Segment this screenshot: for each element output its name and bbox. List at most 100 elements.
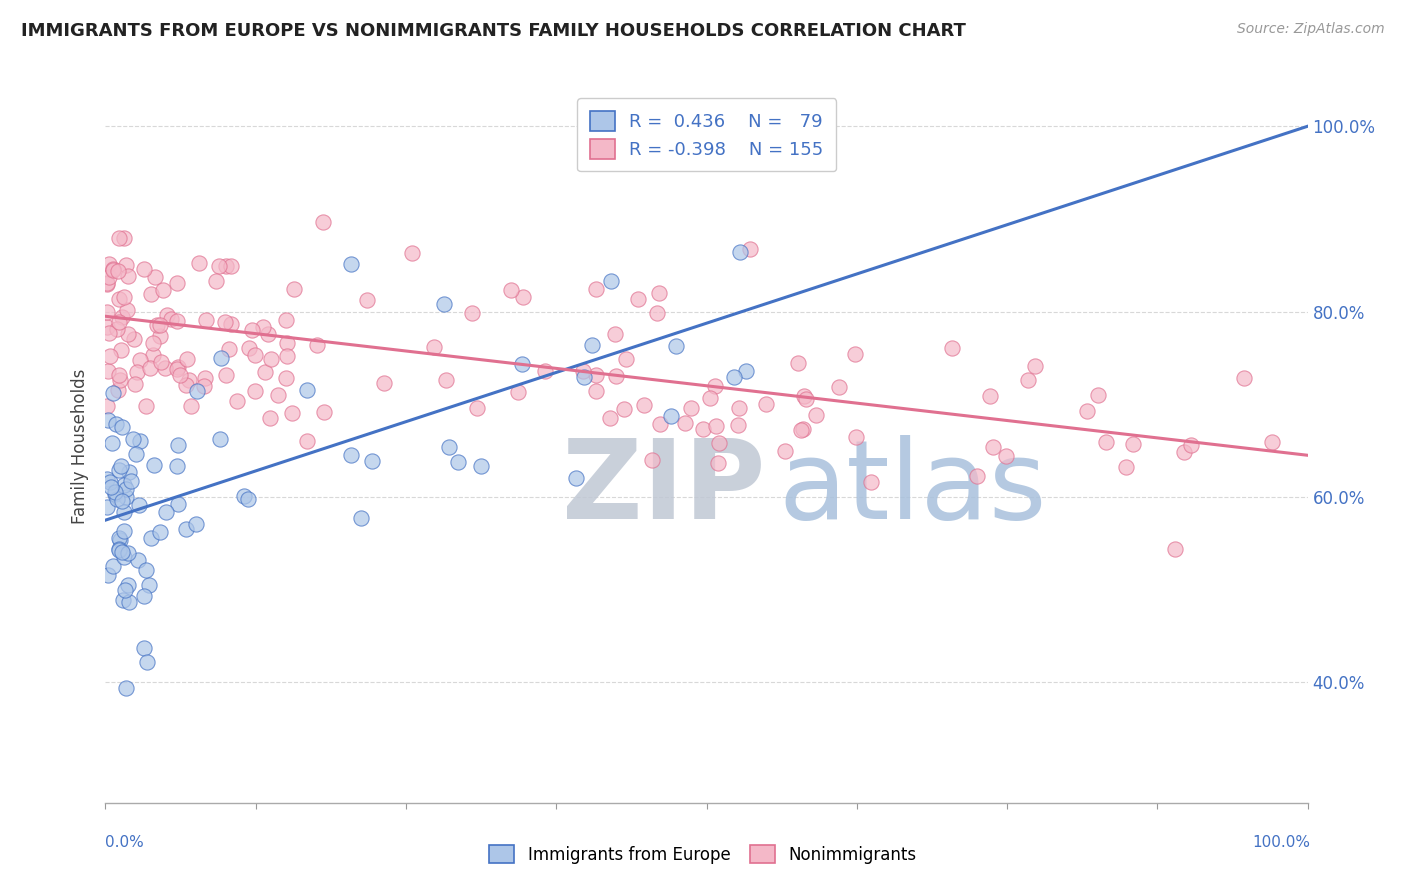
Point <box>673 416 696 430</box>
Point <box>124 332 146 346</box>
Point <box>177 373 200 387</box>
Point <box>605 326 627 341</box>
Point <box>111 419 134 434</box>
Point <box>115 258 138 272</box>
Point <box>626 292 648 306</box>
Point <box>361 454 384 468</box>
Point <box>1180 437 1202 451</box>
Point <box>792 422 814 436</box>
Point <box>728 401 751 415</box>
Text: 100.0%: 100.0% <box>1253 836 1310 850</box>
Point <box>103 386 125 401</box>
Point <box>184 516 207 531</box>
Point <box>104 417 127 431</box>
Point <box>111 493 134 508</box>
Point <box>110 544 132 558</box>
Point <box>281 406 304 420</box>
Point <box>433 296 456 310</box>
Point <box>205 274 228 288</box>
Point <box>434 373 457 387</box>
Point <box>793 389 815 403</box>
Point <box>214 315 236 329</box>
Point <box>600 274 623 288</box>
Point <box>259 410 281 425</box>
Point <box>349 511 371 525</box>
Point <box>105 491 128 506</box>
Point <box>97 326 120 341</box>
Point <box>96 304 118 318</box>
Point <box>115 303 138 318</box>
Point <box>260 351 283 366</box>
Point <box>108 543 131 558</box>
Point <box>253 365 276 379</box>
Point <box>641 452 664 467</box>
Point <box>112 290 135 304</box>
Point <box>1087 388 1109 402</box>
Point <box>659 409 682 423</box>
Point <box>605 368 627 383</box>
Point <box>97 413 120 427</box>
Point <box>941 342 963 356</box>
Point <box>101 262 124 277</box>
Point <box>994 449 1017 463</box>
Point <box>1076 403 1098 417</box>
Point <box>108 463 131 477</box>
Point <box>115 490 138 504</box>
Point <box>340 448 363 462</box>
Point <box>139 287 162 301</box>
Point <box>243 348 266 362</box>
Point <box>160 311 183 326</box>
Point <box>707 456 730 470</box>
Point <box>613 401 636 416</box>
Point <box>128 498 150 512</box>
Point <box>1095 434 1118 449</box>
Point <box>295 383 318 397</box>
Point <box>585 282 607 296</box>
Point <box>118 465 141 479</box>
Point <box>209 351 232 366</box>
Point <box>101 436 124 450</box>
Point <box>100 479 122 493</box>
Point <box>166 360 188 375</box>
Point <box>127 553 149 567</box>
Point <box>571 364 593 378</box>
Point <box>112 505 135 519</box>
Point <box>117 326 139 341</box>
Point <box>794 392 817 407</box>
Point <box>467 401 489 416</box>
Point <box>150 355 173 369</box>
Point <box>1122 436 1144 450</box>
Point <box>125 447 148 461</box>
Point <box>827 380 849 394</box>
Point <box>585 368 607 382</box>
Point <box>166 497 188 511</box>
Point <box>118 595 141 609</box>
Point <box>169 368 191 382</box>
Point <box>96 399 118 413</box>
Point <box>166 276 188 290</box>
Point <box>156 308 179 322</box>
Point <box>214 368 236 382</box>
Point <box>581 338 603 352</box>
Point <box>111 310 134 324</box>
Point <box>585 384 607 398</box>
Point <box>96 472 118 486</box>
Point <box>120 474 142 488</box>
Point <box>149 318 172 332</box>
Point <box>707 435 730 450</box>
Point <box>499 283 522 297</box>
Point <box>174 377 197 392</box>
Point <box>149 525 172 540</box>
Point <box>787 356 810 370</box>
Point <box>194 371 217 385</box>
Point <box>727 417 749 432</box>
Point <box>679 401 702 415</box>
Point <box>149 329 172 343</box>
Point <box>112 477 135 491</box>
Point <box>108 531 131 545</box>
Text: atlas: atlas <box>779 435 1047 542</box>
Point <box>1024 359 1046 373</box>
Point <box>128 434 150 449</box>
Legend: R =  0.436    N =   79, R = -0.398    N = 155: R = 0.436 N = 79, R = -0.398 N = 155 <box>576 98 837 171</box>
Point <box>117 268 139 283</box>
